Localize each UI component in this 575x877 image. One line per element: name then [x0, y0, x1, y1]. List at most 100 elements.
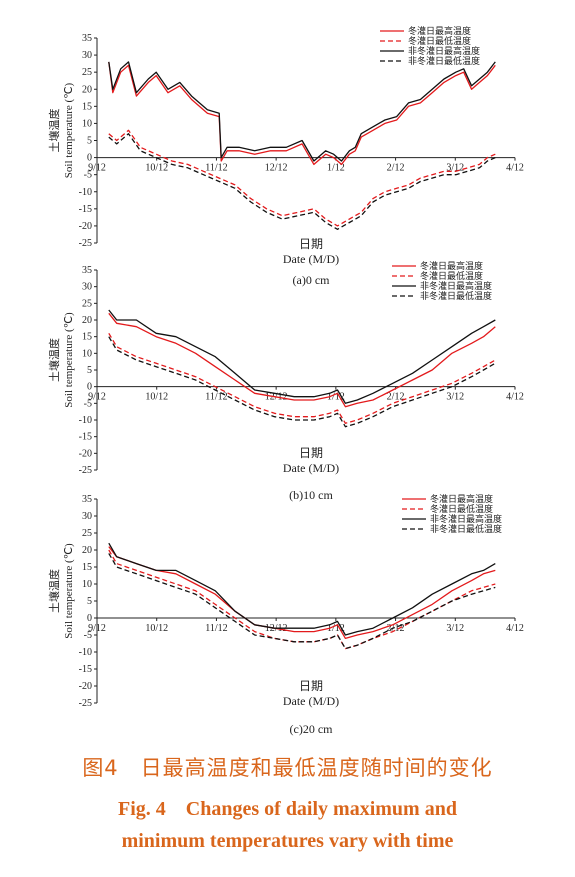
x-tick-label: 3/12 — [446, 163, 464, 174]
y-tick-label: 10 — [82, 118, 92, 129]
series-line-2 — [108, 61, 496, 162]
y-tick-label: 30 — [82, 511, 92, 522]
x-tick-label: 10/12 — [145, 163, 168, 174]
y-tick-label: -15 — [79, 664, 92, 675]
legend-label: 非冬灌日最低温度 — [430, 523, 502, 535]
y-tick-label: 20 — [82, 84, 92, 95]
legend-label: 冬灌日最高温度 — [430, 493, 493, 505]
y-tick-label: -15 — [79, 204, 92, 215]
x-tick-label: 1/12 — [327, 392, 345, 403]
x-axis-label-en: Date (M/D) — [283, 461, 339, 475]
y-tick-label: -10 — [79, 415, 92, 426]
y-tick-label: 15 — [82, 332, 92, 343]
y-tick-label: -10 — [79, 187, 92, 198]
y-tick-label: 35 — [82, 265, 92, 276]
x-tick-label: 4/12 — [506, 623, 524, 634]
x-tick-label: 12/12 — [265, 163, 288, 174]
y-tick-label: 5 — [87, 136, 92, 147]
y-tick-label: 5 — [87, 596, 92, 607]
x-tick-label: 1/12 — [327, 163, 345, 174]
panel-label: (b)10 cm — [289, 488, 333, 502]
y-axis-label-en: Soil temperature (℃) — [63, 312, 75, 408]
legend-label: 冬灌日最高温度 — [408, 25, 471, 37]
x-axis-label-cn: 日期 — [299, 679, 323, 693]
x-tick-label: 1/12 — [327, 623, 345, 634]
y-tick-label: -15 — [79, 432, 92, 443]
y-tick-label: 5 — [87, 365, 92, 376]
legend-label: 冬灌日最低温度 — [420, 270, 483, 282]
y-tick-label: 35 — [82, 494, 92, 505]
figure-caption-en-line2: minimum temperatures vary with time — [121, 830, 454, 852]
x-tick-label: 10/12 — [145, 392, 168, 403]
y-tick-label: -5 — [84, 630, 92, 641]
y-tick-label: 25 — [82, 298, 92, 309]
x-axis-label-en: Date (M/D) — [283, 252, 339, 266]
legend-label: 冬灌日最高温度 — [420, 260, 483, 272]
y-tick-label: 30 — [82, 282, 92, 293]
x-tick-label: 10/12 — [145, 623, 168, 634]
y-tick-label: 10 — [82, 348, 92, 359]
y-tick-label: 25 — [82, 528, 92, 539]
series-line-2 — [108, 542, 496, 636]
x-tick-label: 3/12 — [446, 392, 464, 403]
x-axis-label-cn: 日期 — [299, 237, 323, 251]
y-tick-label: 35 — [82, 33, 92, 44]
series-line-1 — [108, 332, 496, 424]
legend-label: 冬灌日最低温度 — [430, 503, 493, 515]
x-tick-label: 2/12 — [387, 163, 405, 174]
x-tick-label: 11/12 — [205, 623, 227, 634]
figure-caption-en-line1: Fig. 4 Changes of daily maximum and — [118, 798, 457, 820]
panel-a-0cm: -25 -20 -15 -10 -5 0 5 10 15 20 25 30 35 9/12 10/12 11/… — [47, 25, 524, 287]
y-tick-label: 10 — [82, 579, 92, 590]
x-tick-label: 9/12 — [88, 392, 106, 403]
y-tick-label: -20 — [79, 221, 92, 232]
legend-label: 非冬灌日最高温度 — [420, 280, 492, 292]
legend-label: 非冬灌日最低温度 — [408, 55, 480, 67]
panel-label: (c)20 cm — [290, 722, 334, 736]
figure-caption-cn: 图4 日最高温度和最低温度随时间的变化 — [82, 756, 493, 780]
panel-b-10cm: -25 -20 -15 -10 -5 0 5 10 15 20 25 30 35 9/12 10/12 11/… — [47, 260, 524, 502]
y-tick-label: -25 — [79, 698, 92, 709]
x-tick-label: 2/12 — [387, 392, 405, 403]
y-tick-label: -5 — [84, 170, 92, 181]
y-tick-label: -25 — [79, 238, 92, 249]
series-line-0 — [108, 61, 496, 166]
panel-c-20cm: -25 -20 -15 -10 -5 0 5 10 15 20 25 30 35 9/12 10/12 11/… — [47, 493, 524, 736]
series-line-3 — [108, 133, 496, 230]
series-line-0 — [108, 546, 496, 640]
y-tick-label: 25 — [82, 67, 92, 78]
x-axis-label-en: Date (M/D) — [283, 694, 339, 708]
y-tick-label: 0 — [87, 382, 92, 393]
y-tick-label: 0 — [87, 153, 92, 164]
y-tick-label: -5 — [84, 398, 92, 409]
y-tick-label: -10 — [79, 647, 92, 658]
y-tick-label: 0 — [87, 613, 92, 624]
panel-label: (a)0 cm — [293, 273, 331, 287]
y-tick-label: 15 — [82, 101, 92, 112]
x-tick-label: 11/12 — [205, 163, 227, 174]
y-axis-label-en: Soil temperature (℃) — [63, 543, 75, 639]
x-axis-label-cn: 日期 — [299, 446, 323, 460]
legend-label: 非冬灌日最高温度 — [430, 513, 502, 525]
legend-label: 非冬灌日最高温度 — [408, 45, 480, 57]
series-line-3 — [108, 553, 496, 650]
series-line-1 — [108, 129, 496, 227]
x-tick-label: 4/12 — [506, 163, 524, 174]
legend-label: 非冬灌日最低温度 — [420, 290, 492, 302]
x-tick-label: 2/12 — [387, 623, 405, 634]
y-tick-label: 30 — [82, 50, 92, 61]
x-tick-label: 4/12 — [506, 392, 524, 403]
series-line-0 — [108, 312, 496, 408]
y-tick-label: -20 — [79, 681, 92, 692]
y-tick-label: -25 — [79, 465, 92, 476]
x-tick-label: 9/12 — [88, 163, 106, 174]
y-axis-label-en: Soil temperature (℃) — [63, 82, 75, 178]
y-axis-label-cn: 土壤温度 — [47, 109, 61, 153]
series-line-3 — [108, 336, 496, 428]
y-tick-label: 20 — [82, 545, 92, 556]
x-tick-label: 11/12 — [205, 392, 227, 403]
legend-label: 冬灌日最低温度 — [408, 35, 471, 47]
y-tick-label: 20 — [82, 315, 92, 326]
y-axis-label-cn: 土壤温度 — [47, 569, 61, 613]
